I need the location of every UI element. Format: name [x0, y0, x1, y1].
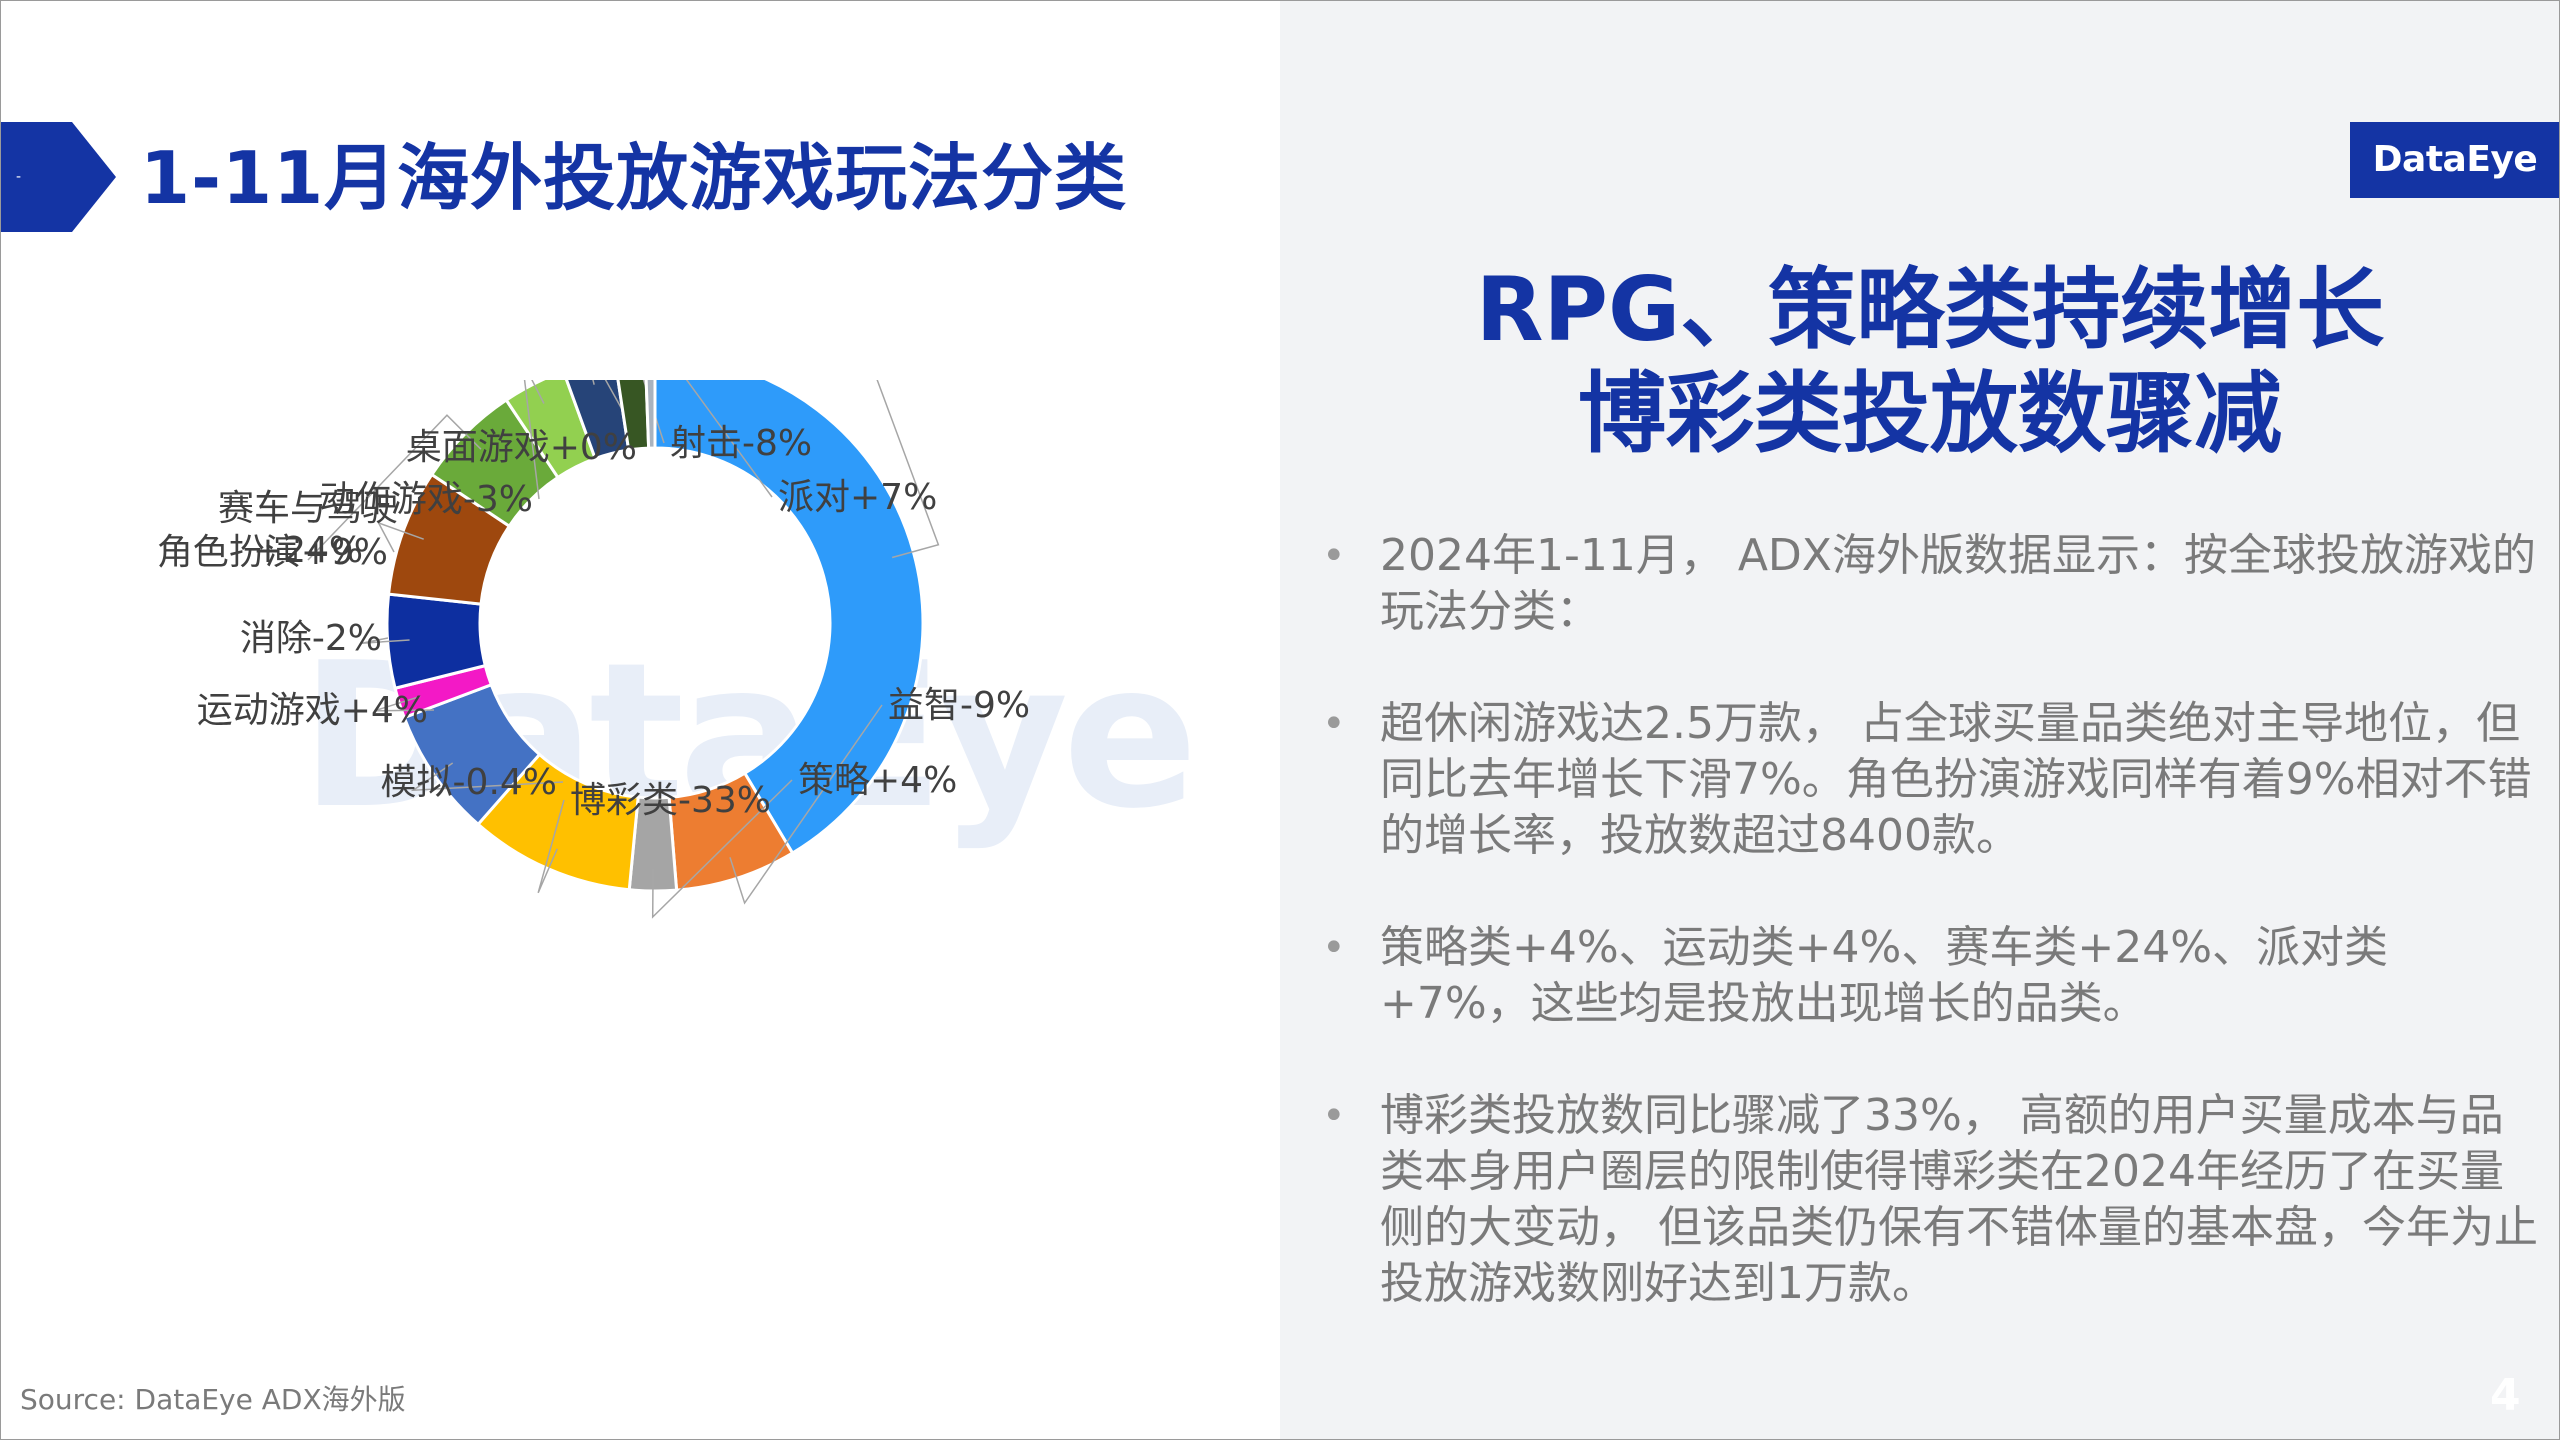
- leader-line: [651, 779, 793, 919]
- leader-line: [361, 637, 410, 645]
- leader-line: [523, 380, 545, 500]
- slice-label: 益智-9%: [888, 685, 1030, 726]
- leader-line: [876, 380, 940, 559]
- bullet-text: 博彩类投放数同比骤减了33%， 高额的用户买量成本与品类本身用户圈层的限制使得博…: [1380, 1090, 2538, 1309]
- bullet-dot-icon: •: [1322, 533, 1346, 579]
- bullet-item: • 超休闲游戏达2.5万款， 占全球买量品类绝对主导地位，但同比去年增长下滑7%。…: [1318, 696, 2538, 864]
- bullet-list: • 2024年1-11月， ADX海外版数据显示：按全球投放游戏的玩法分类： • 超…: [1318, 528, 2538, 1368]
- bullet-dot-icon: •: [1322, 1093, 1346, 1139]
- bullet-dot-icon: •: [1322, 925, 1346, 971]
- slice-label: 角色扮演+9%: [157, 532, 388, 573]
- leader-line: [410, 762, 564, 792]
- dataeye-logo: DataEye: [2350, 122, 2560, 198]
- donut-chart-svg: 超休闲-7%益智-9%策略+4%博彩类-33%模拟-0.4%运动游戏+4%消除-…: [157, 380, 1030, 919]
- slice-label: 动作游戏-3%: [319, 479, 533, 520]
- leader-line: [537, 799, 565, 894]
- slice-label: 派对+7%: [778, 477, 937, 518]
- title-tab-mark: -: [16, 169, 22, 185]
- headline-line-1: RPG、策略类持续增长: [1475, 258, 2385, 361]
- headline: RPG、策略类持续增长 博彩类投放数骤减: [1400, 258, 2460, 466]
- slice-label: 策略+4%: [798, 760, 957, 801]
- slice-label: 桌面游戏+0%: [406, 427, 637, 468]
- page-number: 4: [2490, 1370, 2521, 1421]
- bullet-text: 策略类+4%、运动类+4%、赛车类+24%、派对类+7%，这些均是投放出现增长的…: [1380, 922, 2389, 1029]
- bullet-text: 超休闲游戏达2.5万款， 占全球买量品类绝对主导地位，但同比去年增长下滑7%。角…: [1380, 698, 2532, 861]
- bullet-item: • 博彩类投放数同比骤减了33%， 高额的用户买量成本与品类本身用户圈层的限制使得…: [1318, 1088, 2538, 1312]
- slice-label: 运动游戏+4%: [197, 690, 428, 731]
- slice-label: 射击-8%: [670, 423, 812, 464]
- headline-line-2: 博彩类投放数骤减: [1577, 362, 2282, 465]
- donut-slice: [653, 380, 925, 856]
- slice-label: 赛车与驾驶+24%: [218, 488, 398, 571]
- bullet-item: • 2024年1-11月， ADX海外版数据显示：按全球投放游戏的玩法分类：: [1318, 528, 2538, 640]
- title-tab: -: [0, 122, 116, 232]
- leader-line: [307, 414, 482, 561]
- slice-label: 博彩类-33%: [570, 780, 771, 821]
- leader-line: [685, 380, 773, 498]
- slice-label: 模拟-0.4%: [381, 762, 557, 803]
- title-tab-shape: [0, 122, 116, 232]
- slice-label: 消除-2%: [240, 618, 382, 659]
- donut-slice: [644, 380, 657, 450]
- leader-line: [376, 521, 424, 553]
- bullet-dot-icon: •: [1322, 701, 1346, 747]
- donut-chart: DataEye 超休闲-7%益智-9%策略+4%博彩类-33%模拟-0.4%运动…: [0, 380, 1280, 1160]
- right-panel: [1280, 0, 2560, 1440]
- page-title: 1-11月海外投放游戏玩法分类: [140, 136, 1128, 220]
- bullet-text: 2024年1-11月， ADX海外版数据显示：按全球投放游戏的玩法分类：: [1380, 530, 2536, 637]
- leader-line: [729, 704, 883, 905]
- bullet-item: • 策略类+4%、运动类+4%、赛车类+24%、派对类+7%，这些均是投放出现增长…: [1318, 920, 2538, 1032]
- leader-line: [374, 695, 435, 712]
- source-note: Source: DataEye ADX海外版: [20, 1383, 406, 1416]
